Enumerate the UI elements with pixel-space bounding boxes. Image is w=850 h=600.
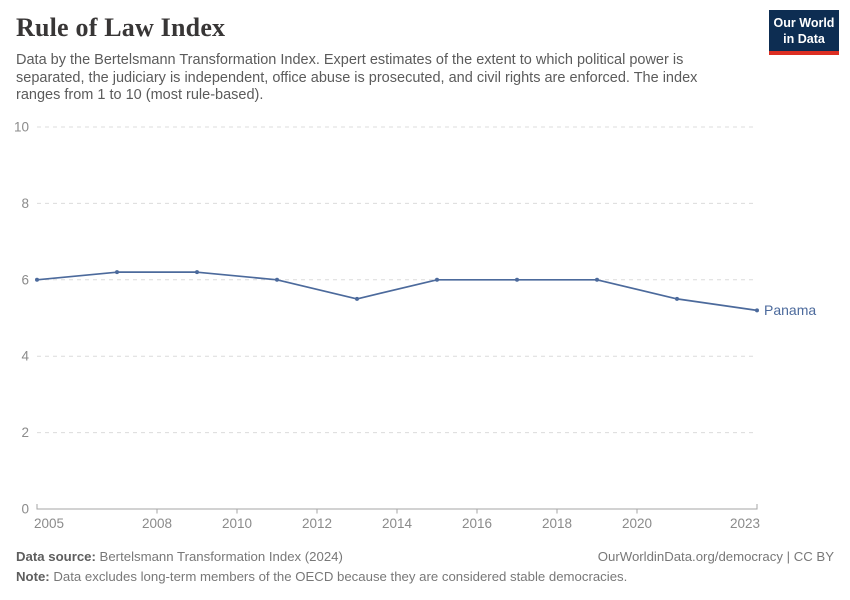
chart-subtitle: Data by the Bertelsmann Transformation I…	[16, 52, 698, 103]
svg-text:8: 8	[21, 196, 29, 211]
note-label: Note:	[16, 569, 50, 584]
svg-text:4: 4	[21, 349, 29, 364]
data-source-label: Data source:	[16, 549, 96, 564]
owid-logo-line1: Our World	[773, 16, 835, 30]
svg-text:0: 0	[21, 502, 29, 517]
owid-logo: Our World in Data	[769, 10, 839, 55]
svg-text:2005: 2005	[34, 516, 64, 531]
chart-footer: Data source: Bertelsmann Transformation …	[16, 547, 834, 587]
svg-text:2: 2	[21, 425, 29, 440]
svg-text:6: 6	[21, 272, 29, 287]
svg-text:2008: 2008	[142, 516, 172, 531]
svg-text:2023: 2023	[730, 516, 760, 531]
data-source: Data source: Bertelsmann Transformation …	[16, 547, 343, 567]
svg-text:2014: 2014	[382, 516, 413, 531]
svg-text:2012: 2012	[302, 516, 332, 531]
svg-text:2020: 2020	[622, 516, 652, 531]
footer-source-row: Data source: Bertelsmann Transformation …	[16, 547, 834, 567]
svg-text:Panama: Panama	[764, 302, 816, 318]
data-source-text: Bertelsmann Transformation Index (2024)	[95, 549, 343, 564]
svg-text:2018: 2018	[542, 516, 572, 531]
svg-text:2010: 2010	[222, 516, 252, 531]
owid-logo-line2: in Data	[783, 32, 825, 46]
footer-note-row: Note: Data excludes long-term members of…	[16, 567, 834, 587]
svg-text:10: 10	[14, 120, 29, 135]
note-text: Data excludes long-term members of the O…	[49, 569, 628, 584]
svg-text:2016: 2016	[462, 516, 492, 531]
owid-url-link[interactable]: OurWorldinData.org/democracy | CC BY	[597, 549, 834, 564]
page-title: Rule of Law Index	[16, 13, 226, 42]
